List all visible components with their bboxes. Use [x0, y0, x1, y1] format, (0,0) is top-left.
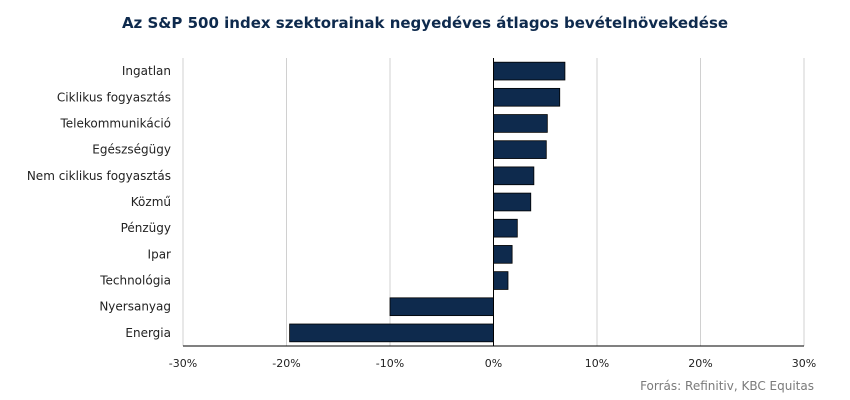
- x-tick-label: 20%: [688, 357, 712, 370]
- bar: [389, 297, 494, 317]
- source-note: Forrás: Refinitiv, KBC Equitas: [640, 379, 814, 393]
- bar: [493, 166, 535, 186]
- x-tick-label: 0%: [485, 357, 502, 370]
- bar: [493, 87, 561, 107]
- category-label: Ipar: [148, 247, 172, 261]
- x-tick-label: 30%: [792, 357, 816, 370]
- bar: [493, 271, 509, 290]
- category-label: Nyersanyag: [99, 300, 171, 314]
- category-label: Energia: [125, 326, 171, 340]
- category-label: Technológia: [99, 274, 171, 288]
- category-labels: Ingatlan Ciklikus fogyasztás Telekommuniká…: [27, 64, 171, 340]
- bar: [493, 140, 547, 159]
- bar: [493, 61, 566, 81]
- bar: [289, 323, 494, 343]
- category-label: Nem ciklikus fogyasztás: [27, 169, 171, 183]
- axes: [183, 58, 804, 347]
- category-label: Ciklikus fogyasztás: [57, 90, 171, 104]
- x-tick-label: 10%: [585, 357, 609, 370]
- category-label: Egészségügy: [92, 143, 171, 157]
- tick-labels: -30% -20% -10% 0% 10% 20% 30%: [169, 357, 816, 370]
- x-tick-label: -30%: [169, 357, 197, 370]
- chart-title: Az S&P 500 index szektorainak negyedéves…: [121, 14, 729, 32]
- bar: [493, 218, 518, 238]
- category-label: Ingatlan: [122, 64, 171, 78]
- bars: [289, 61, 566, 343]
- bar: [493, 114, 548, 133]
- category-label: Közmű: [131, 195, 171, 209]
- x-tick-label: -20%: [272, 357, 300, 370]
- bar: [493, 245, 513, 264]
- x-tick-label: -10%: [376, 357, 404, 370]
- category-label: Telekommunikáció: [59, 116, 171, 130]
- bar: [493, 192, 532, 212]
- category-label: Pénzügy: [121, 221, 171, 235]
